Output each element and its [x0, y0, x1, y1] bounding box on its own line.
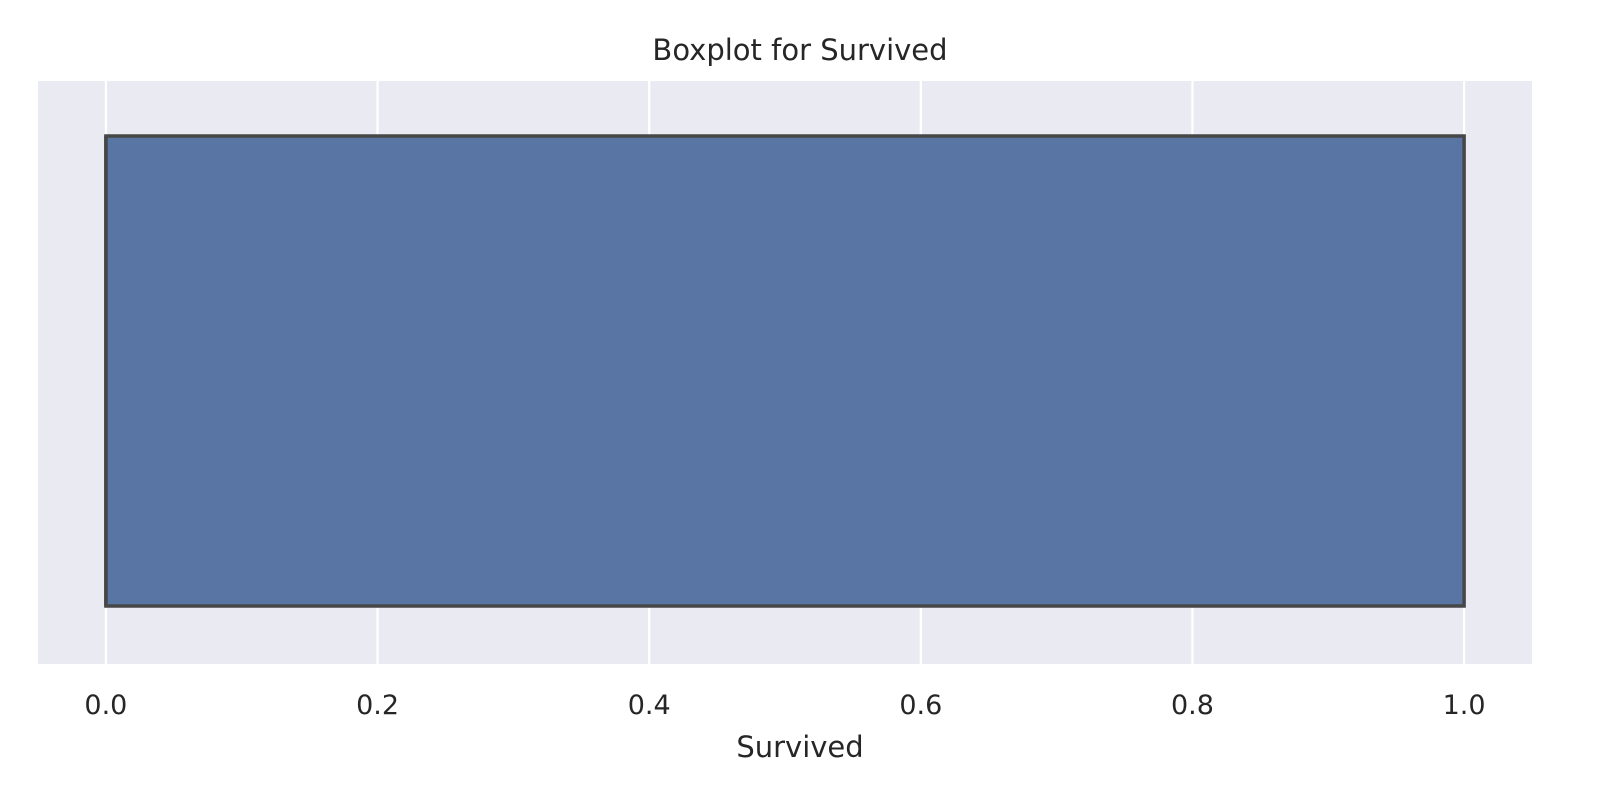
x-tick-label: 0.6 [899, 690, 942, 721]
x-tick-label: 0.4 [628, 690, 671, 721]
x-tick-label: 1.0 [1443, 690, 1486, 721]
chart-title: Boxplot for Survived [652, 33, 947, 67]
x-tick-labels: 0.0 0.2 0.4 0.6 0.8 1.0 [84, 690, 1485, 721]
x-axis-label: Survived [736, 730, 863, 764]
box-iqr [104, 134, 1466, 608]
box-layer [104, 134, 1466, 608]
x-tick-label: 0.0 [84, 690, 127, 721]
x-tick-label: 0.8 [1171, 690, 1214, 721]
x-tick-label: 0.2 [356, 690, 399, 721]
